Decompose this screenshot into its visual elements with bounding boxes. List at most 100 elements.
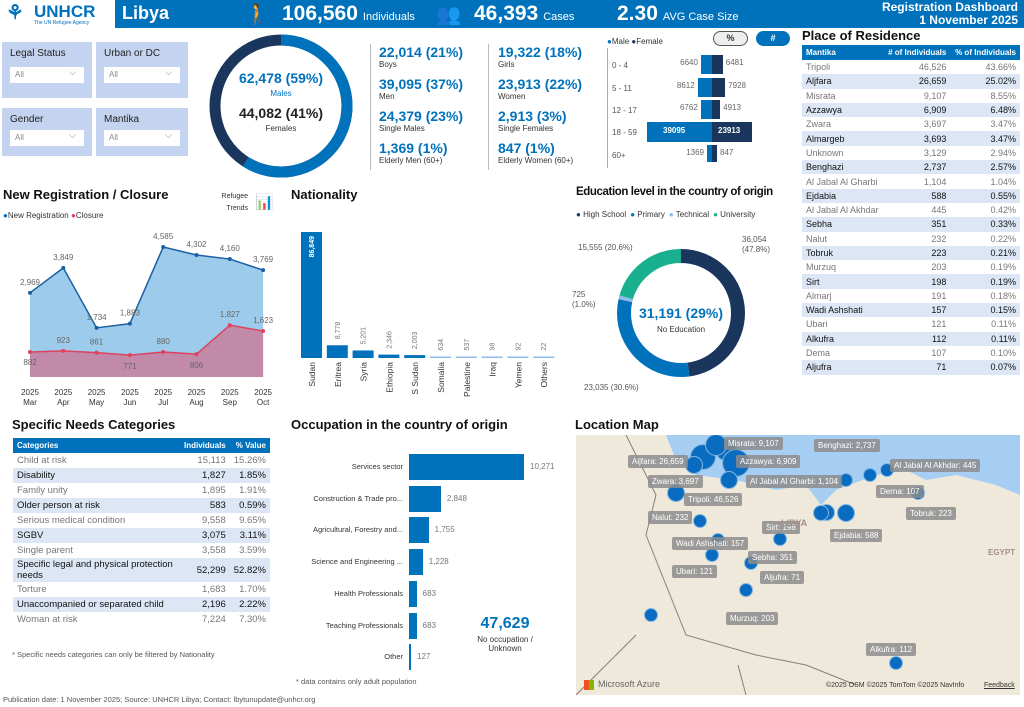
nationality-bar[interactable] — [430, 356, 451, 359]
sea-area — [666, 435, 1020, 505]
data-point[interactable] — [227, 323, 232, 328]
gender-filter[interactable]: Gender All — [2, 108, 92, 156]
data-point[interactable] — [161, 350, 166, 355]
location-bubble[interactable] — [720, 471, 738, 489]
col-individuals[interactable]: # of Individuals — [883, 45, 951, 60]
occupation-bar[interactable] — [409, 644, 411, 671]
table-row[interactable]: Unaccompanied or separated child 2,196 2.2… — [13, 597, 270, 612]
table-row[interactable]: SGBV 3,075 3.11% — [13, 528, 270, 543]
nationality-bar[interactable] — [404, 355, 426, 358]
bar-chart-icon[interactable]: 📊 — [255, 194, 274, 211]
nationality-bar[interactable] — [378, 354, 400, 358]
data-point[interactable] — [261, 328, 266, 333]
table-row[interactable]: Al Jabal Al Gharbi 1,104 1.04% — [802, 174, 1020, 188]
table-row[interactable]: Misrata 9,107 8.55% — [802, 89, 1020, 103]
table-row[interactable]: Nalut 232 0.22% — [802, 232, 1020, 246]
urban-dc-filter[interactable]: Urban or DC All — [96, 42, 188, 98]
table-row[interactable]: Woman at risk 7,224 7.30% — [13, 612, 270, 627]
occupation-bar[interactable] — [409, 580, 417, 607]
table-row[interactable]: Aljufra 71 0.07% — [802, 360, 1020, 375]
data-point[interactable] — [127, 321, 132, 326]
table-row[interactable]: Child at risk 15,113 15.26% — [13, 453, 270, 468]
location-bubble[interactable] — [705, 548, 719, 562]
table-row[interactable]: Torture 1,683 1.70% — [13, 582, 270, 597]
occupation-bar[interactable] — [409, 517, 429, 544]
table-row[interactable]: Ubari 121 0.11% — [802, 317, 1020, 331]
table-row[interactable]: Single parent 3,558 3.59% — [13, 543, 270, 558]
col-individuals[interactable]: Individuals — [179, 438, 230, 453]
table-row[interactable]: Ejdabia 588 0.55% — [802, 188, 1020, 203]
nationality-bar[interactable] — [352, 350, 374, 358]
location-bubble[interactable] — [739, 583, 753, 597]
education-slice[interactable] — [617, 249, 745, 377]
table-row[interactable]: Azzawya 6,909 6.48% — [802, 102, 1020, 118]
gender-dropdown[interactable]: All — [10, 130, 84, 146]
location-bubble[interactable] — [685, 456, 703, 474]
data-point[interactable] — [127, 353, 132, 358]
nationality-bar[interactable] — [481, 356, 503, 359]
col-categories[interactable]: Categories — [13, 438, 180, 453]
data-point[interactable] — [161, 245, 166, 249]
legal-status-dropdown[interactable]: All — [10, 67, 84, 83]
location-bubble[interactable] — [644, 608, 658, 622]
nationality-bar[interactable] — [455, 356, 477, 359]
data-point[interactable] — [194, 253, 199, 258]
location-bubble[interactable] — [837, 504, 855, 522]
table-row[interactable]: Alkufra 112 0.11% — [802, 331, 1020, 346]
mantika-dropdown[interactable]: All — [104, 130, 180, 146]
data-point[interactable] — [61, 348, 66, 353]
nationality-bar[interactable] — [301, 232, 322, 358]
data-point[interactable] — [261, 268, 266, 273]
table-row[interactable]: Benghazi 2,737 2.57% — [802, 160, 1020, 175]
table-row[interactable]: Wadi Ashshati 157 0.15% — [802, 303, 1020, 318]
table-row[interactable]: Specific legal and physical protection n… — [13, 558, 270, 582]
table-row[interactable]: Dema 107 0.10% — [802, 346, 1020, 360]
mantika-filter[interactable]: Mantika All — [96, 108, 188, 156]
data-point[interactable] — [94, 350, 99, 355]
data-point[interactable] — [61, 265, 66, 270]
data-point[interactable] — [28, 290, 32, 295]
nationality-bar[interactable] — [326, 345, 348, 358]
occupation-bar[interactable] — [409, 612, 417, 639]
table-row[interactable]: Sirt 198 0.19% — [802, 274, 1020, 289]
location-bubble[interactable] — [813, 505, 829, 521]
col-mantika[interactable]: Mantika — [802, 45, 884, 60]
location-bubble[interactable] — [863, 468, 877, 482]
refugee-trends-link[interactable]: Refugee Trends — [221, 193, 248, 212]
nationality-bar[interactable] — [533, 356, 555, 359]
data-point[interactable] — [227, 257, 232, 262]
data-point[interactable] — [28, 349, 32, 354]
table-row[interactable]: Murzuq 203 0.19% — [802, 260, 1020, 274]
location-bubble[interactable] — [693, 514, 707, 528]
table-row[interactable]: Disability 1,827 1.85% — [13, 468, 270, 483]
legal-status-filter[interactable]: Legal Status All — [2, 42, 92, 98]
data-point[interactable] — [194, 352, 199, 357]
number-toggle-button[interactable]: # — [756, 31, 790, 46]
col-percent-value[interactable]: % Value — [229, 438, 270, 453]
location-map[interactable]: Misrata: 9,107 Aljfara: 26,659 Azzawya: 6,… — [576, 435, 1020, 695]
nationality-bar[interactable] — [507, 356, 529, 359]
table-row[interactable]: Tripoli 46,526 43.66% — [802, 60, 1020, 74]
table-row[interactable]: Almargeb 3,693 3.47% — [802, 131, 1020, 146]
location-bubble[interactable] — [889, 656, 903, 670]
table-row[interactable]: Almarj 191 0.18% — [802, 289, 1020, 303]
table-row[interactable]: Older person at risk 583 0.59% — [13, 498, 270, 513]
table-row[interactable]: Serious medical condition 9,558 9.65% — [13, 513, 270, 528]
table-row[interactable]: Sebha 351 0.33% — [802, 217, 1020, 232]
education-slice[interactable] — [617, 249, 745, 377]
percent-toggle-button[interactable]: % — [713, 31, 748, 46]
location-bubble[interactable] — [773, 532, 787, 546]
occupation-bar[interactable] — [409, 485, 441, 512]
table-row[interactable]: Unknown 3,129 2.94% — [802, 146, 1020, 160]
table-row[interactable]: Tobruk 223 0.21% — [802, 245, 1020, 261]
urban-dc-dropdown[interactable]: All — [104, 67, 180, 83]
table-row[interactable]: Al Jabal Al Akhdar 445 0.42% — [802, 203, 1020, 217]
occupation-bar[interactable] — [409, 549, 423, 576]
table-row[interactable]: Zwara 3,697 3.47% — [802, 117, 1020, 131]
table-row[interactable]: Aljfara 26,659 25.02% — [802, 74, 1020, 89]
occupation-bar[interactable] — [409, 454, 524, 480]
table-row[interactable]: Family unity 1,895 1.91% — [13, 483, 270, 498]
col-percent[interactable]: % of Individuals — [950, 45, 1020, 60]
data-point[interactable] — [94, 325, 99, 330]
map-feedback-link[interactable]: Feedback — [984, 682, 1015, 689]
